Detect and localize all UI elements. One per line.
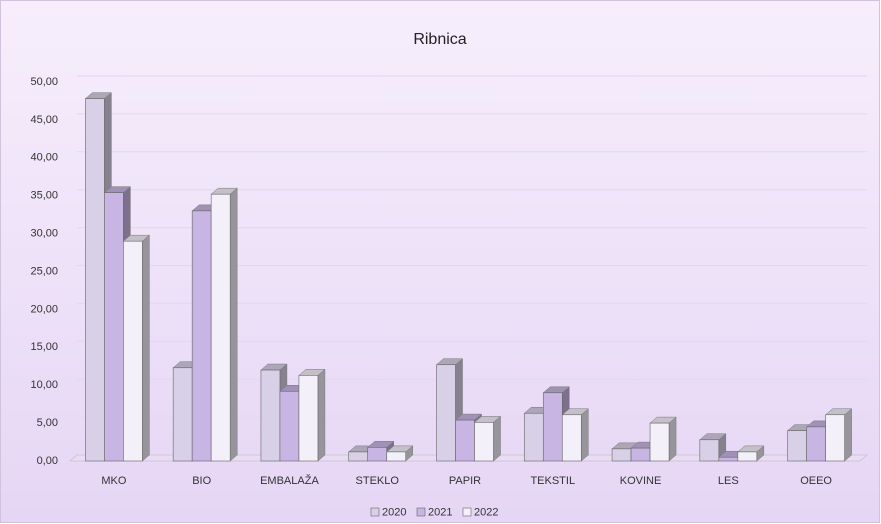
bar <box>104 192 124 462</box>
bar <box>737 451 758 462</box>
bar <box>474 422 494 462</box>
y-tick-label: 0,00 <box>37 455 58 467</box>
bar <box>718 456 739 462</box>
y-tick-label: 15,00 <box>30 341 58 353</box>
chart-title: Ribnica <box>413 31 466 48</box>
bar <box>699 439 720 462</box>
legend-label: 2022 <box>474 506 498 518</box>
bar <box>825 414 845 462</box>
bar <box>123 240 143 462</box>
bar <box>279 390 300 462</box>
legend-swatch <box>370 507 380 517</box>
bar <box>611 448 632 462</box>
bar <box>348 451 369 462</box>
bar <box>172 367 193 462</box>
y-tick-label: 10,00 <box>30 379 58 391</box>
bar <box>561 414 582 462</box>
legend-label: 2021 <box>428 506 452 518</box>
bar <box>436 364 456 462</box>
legend-swatch <box>462 507 472 517</box>
bar <box>260 369 281 462</box>
y-tick-label: 45,00 <box>30 114 58 126</box>
x-tick-label: EMBALAŽA <box>260 474 319 487</box>
bar-side <box>581 408 589 462</box>
x-tick-label: STEKLO <box>356 475 400 487</box>
bar-side <box>317 368 326 462</box>
y-tick-label: 20,00 <box>30 303 58 315</box>
bar <box>191 210 212 462</box>
y-tick-label: 50,00 <box>30 76 58 88</box>
x-tick-label: TEKSTIL <box>530 475 575 487</box>
bar <box>85 98 105 462</box>
y-tick-label: 35,00 <box>30 190 58 202</box>
bar-side <box>142 234 150 462</box>
y-tick-label: 30,00 <box>30 228 58 240</box>
y-tick-label: 25,00 <box>30 265 58 277</box>
bar <box>386 451 407 462</box>
bar-side <box>229 187 238 462</box>
bar <box>455 419 475 462</box>
x-tick-label: LES <box>718 475 739 487</box>
x-tick-label: MKO <box>101 475 127 487</box>
bar <box>298 375 319 462</box>
bar-side <box>844 408 852 462</box>
legend-label: 2020 <box>382 506 406 518</box>
x-tick-label: OEEO <box>800 475 832 487</box>
bar <box>787 430 807 462</box>
bar <box>806 426 826 462</box>
x-tick-label: PAPIR <box>449 475 481 487</box>
bar <box>542 392 563 462</box>
bar <box>523 412 544 462</box>
bar <box>367 447 388 462</box>
y-tick-label: 40,00 <box>30 152 58 164</box>
bar-side <box>493 415 501 462</box>
x-tick-label: BIO <box>192 475 211 487</box>
y-tick-label: 5,00 <box>37 417 58 429</box>
legend-swatch <box>416 507 426 517</box>
bar <box>210 193 231 462</box>
bar <box>630 447 651 462</box>
bar <box>649 422 670 462</box>
x-tick-label: KOVINE <box>620 475 662 487</box>
bar-side <box>668 416 677 462</box>
